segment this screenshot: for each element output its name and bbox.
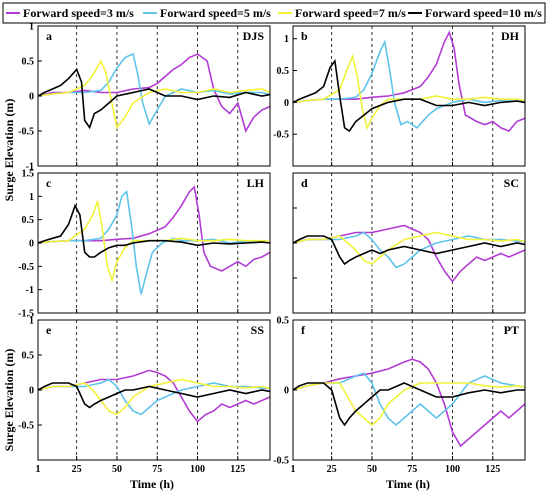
plot-frame bbox=[292, 172, 526, 314]
y-tick-label: -1.5 bbox=[18, 309, 34, 320]
x-tick-label: 25 bbox=[327, 464, 337, 475]
series-line-e-3 bbox=[38, 378, 270, 416]
y-tick-label: -0.5 bbox=[273, 130, 289, 141]
panel-letter: f bbox=[301, 323, 306, 337]
y-tick-label: -1 bbox=[26, 162, 34, 173]
panel-station: SC bbox=[504, 176, 519, 190]
series-line-d-2 bbox=[293, 231, 525, 269]
x-tick-label: 1 bbox=[36, 464, 41, 475]
plot-frame bbox=[292, 25, 526, 167]
x-tick-label: 75 bbox=[407, 464, 417, 475]
x-tick-label: 1 bbox=[291, 464, 296, 475]
series-line-b-1 bbox=[293, 30, 525, 132]
y-tick-label: 1.5 bbox=[22, 169, 35, 180]
x-axis-label-left: Time (h) bbox=[130, 477, 174, 491]
panel-letter: e bbox=[46, 323, 52, 337]
y-tick-label: -0.5 bbox=[18, 127, 34, 138]
legend-label-3: Forward speed=3 m/s bbox=[23, 6, 134, 20]
series-line-d-1 bbox=[293, 224, 525, 283]
panel-station: LH bbox=[247, 176, 265, 190]
series-line-c-1 bbox=[38, 185, 270, 272]
plot-frame bbox=[37, 319, 271, 461]
y-tick-label: -1 bbox=[26, 285, 34, 296]
y-tick-label: 0 bbox=[284, 386, 289, 397]
legend-label-10: Forward speed=10 m/s bbox=[425, 6, 542, 20]
series-line-f-3 bbox=[293, 382, 525, 427]
legend: Forward speed=3 m/s Forward speed=5 m/s … bbox=[2, 2, 546, 24]
series-line-b-2 bbox=[293, 39, 525, 129]
panels: -1 -0.5 0 0.5 1 a DJS -0.5 0 0.5 1 b DH -1.5 -1 -0.5 0 0.… bbox=[18, 22, 526, 475]
panel-station: DH bbox=[501, 29, 520, 43]
legend-label-5: Forward speed=5 m/s bbox=[160, 6, 271, 20]
x-tick-label: 125 bbox=[230, 464, 245, 475]
panel-e: 1 25 50 75 100 125-0.500.51e SS bbox=[18, 316, 271, 475]
y-tick-label: 0.5 bbox=[277, 316, 290, 327]
x-tick-label: 75 bbox=[152, 464, 162, 475]
y-tick-label: 1 bbox=[29, 22, 34, 33]
series-line-c-3 bbox=[38, 200, 270, 284]
y-tick-label: 1 bbox=[29, 316, 34, 327]
y-tick-label: 0.5 bbox=[277, 66, 290, 77]
series-line-a-4 bbox=[38, 67, 270, 130]
panel-letter: c bbox=[46, 176, 52, 190]
x-tick-label: 125 bbox=[485, 464, 500, 475]
series-line-a-2 bbox=[38, 52, 270, 126]
plot-frame bbox=[292, 319, 526, 461]
panel-letter: a bbox=[46, 29, 52, 43]
y-tick-label: 0 bbox=[29, 239, 34, 250]
panel-b: -0.5 0 0.5 1 b DH bbox=[273, 25, 526, 167]
x-tick-label: 100 bbox=[445, 464, 460, 475]
y-tick-label: -0.5 bbox=[273, 456, 289, 467]
y-tick-label: -0.5 bbox=[18, 421, 34, 432]
panel-letter: d bbox=[301, 176, 308, 190]
panel-station: DJS bbox=[243, 29, 265, 43]
panel-d: d SC bbox=[292, 172, 526, 314]
panel-letter: b bbox=[301, 29, 308, 43]
panel-station: PT bbox=[504, 323, 519, 337]
y-tick-label: 0.5 bbox=[22, 57, 35, 68]
x-tick-label: 100 bbox=[190, 464, 205, 475]
y-tick-label: 0.5 bbox=[22, 215, 35, 226]
series-line-d-4 bbox=[293, 235, 525, 266]
y-tick-label: 1 bbox=[284, 34, 289, 45]
series-line-a-3 bbox=[38, 59, 270, 130]
y-tick-label: -0.5 bbox=[18, 262, 34, 273]
y-axis-label-top: Surge Elevation (m) bbox=[2, 99, 16, 202]
series-line-a-1 bbox=[38, 53, 270, 134]
series-line-c-4 bbox=[38, 203, 270, 258]
series-line-e-2 bbox=[38, 378, 270, 416]
x-tick-label: 25 bbox=[72, 464, 82, 475]
series-line-f-1 bbox=[293, 358, 525, 448]
y-tick-label: 1 bbox=[29, 192, 34, 203]
y-tick-label: 0 bbox=[284, 98, 289, 109]
x-axis-label-right: Time (h) bbox=[386, 477, 430, 491]
y-tick-label: 0 bbox=[29, 92, 34, 103]
y-axis-label-bottom: Surge Elevation (m) bbox=[2, 349, 16, 452]
series-line-f-4 bbox=[293, 382, 525, 427]
x-tick-label: 50 bbox=[367, 464, 377, 475]
x-tick-label: 50 bbox=[112, 464, 122, 475]
series-line-b-3 bbox=[293, 53, 525, 131]
series-line-b-4 bbox=[293, 58, 525, 133]
y-tick-label: 0 bbox=[29, 386, 34, 397]
legend-label-7: Forward speed=7 m/s bbox=[295, 6, 406, 20]
panel-c: -1.5 -1 -0.5 0 0.5 1 1.5 c LH bbox=[18, 169, 271, 320]
panel-a: -1 -0.5 0 0.5 1 a DJS bbox=[18, 22, 271, 173]
series-line-f-2 bbox=[293, 372, 525, 427]
y-tick-label: 0.5 bbox=[22, 351, 35, 362]
panel-station: SS bbox=[251, 323, 265, 337]
panel-f: 1 25 50 75 100 125-0.500.5f PT bbox=[273, 316, 526, 475]
series-line-e-1 bbox=[38, 369, 270, 423]
series-line-e-4 bbox=[38, 382, 270, 409]
legend-frame bbox=[2, 2, 546, 24]
